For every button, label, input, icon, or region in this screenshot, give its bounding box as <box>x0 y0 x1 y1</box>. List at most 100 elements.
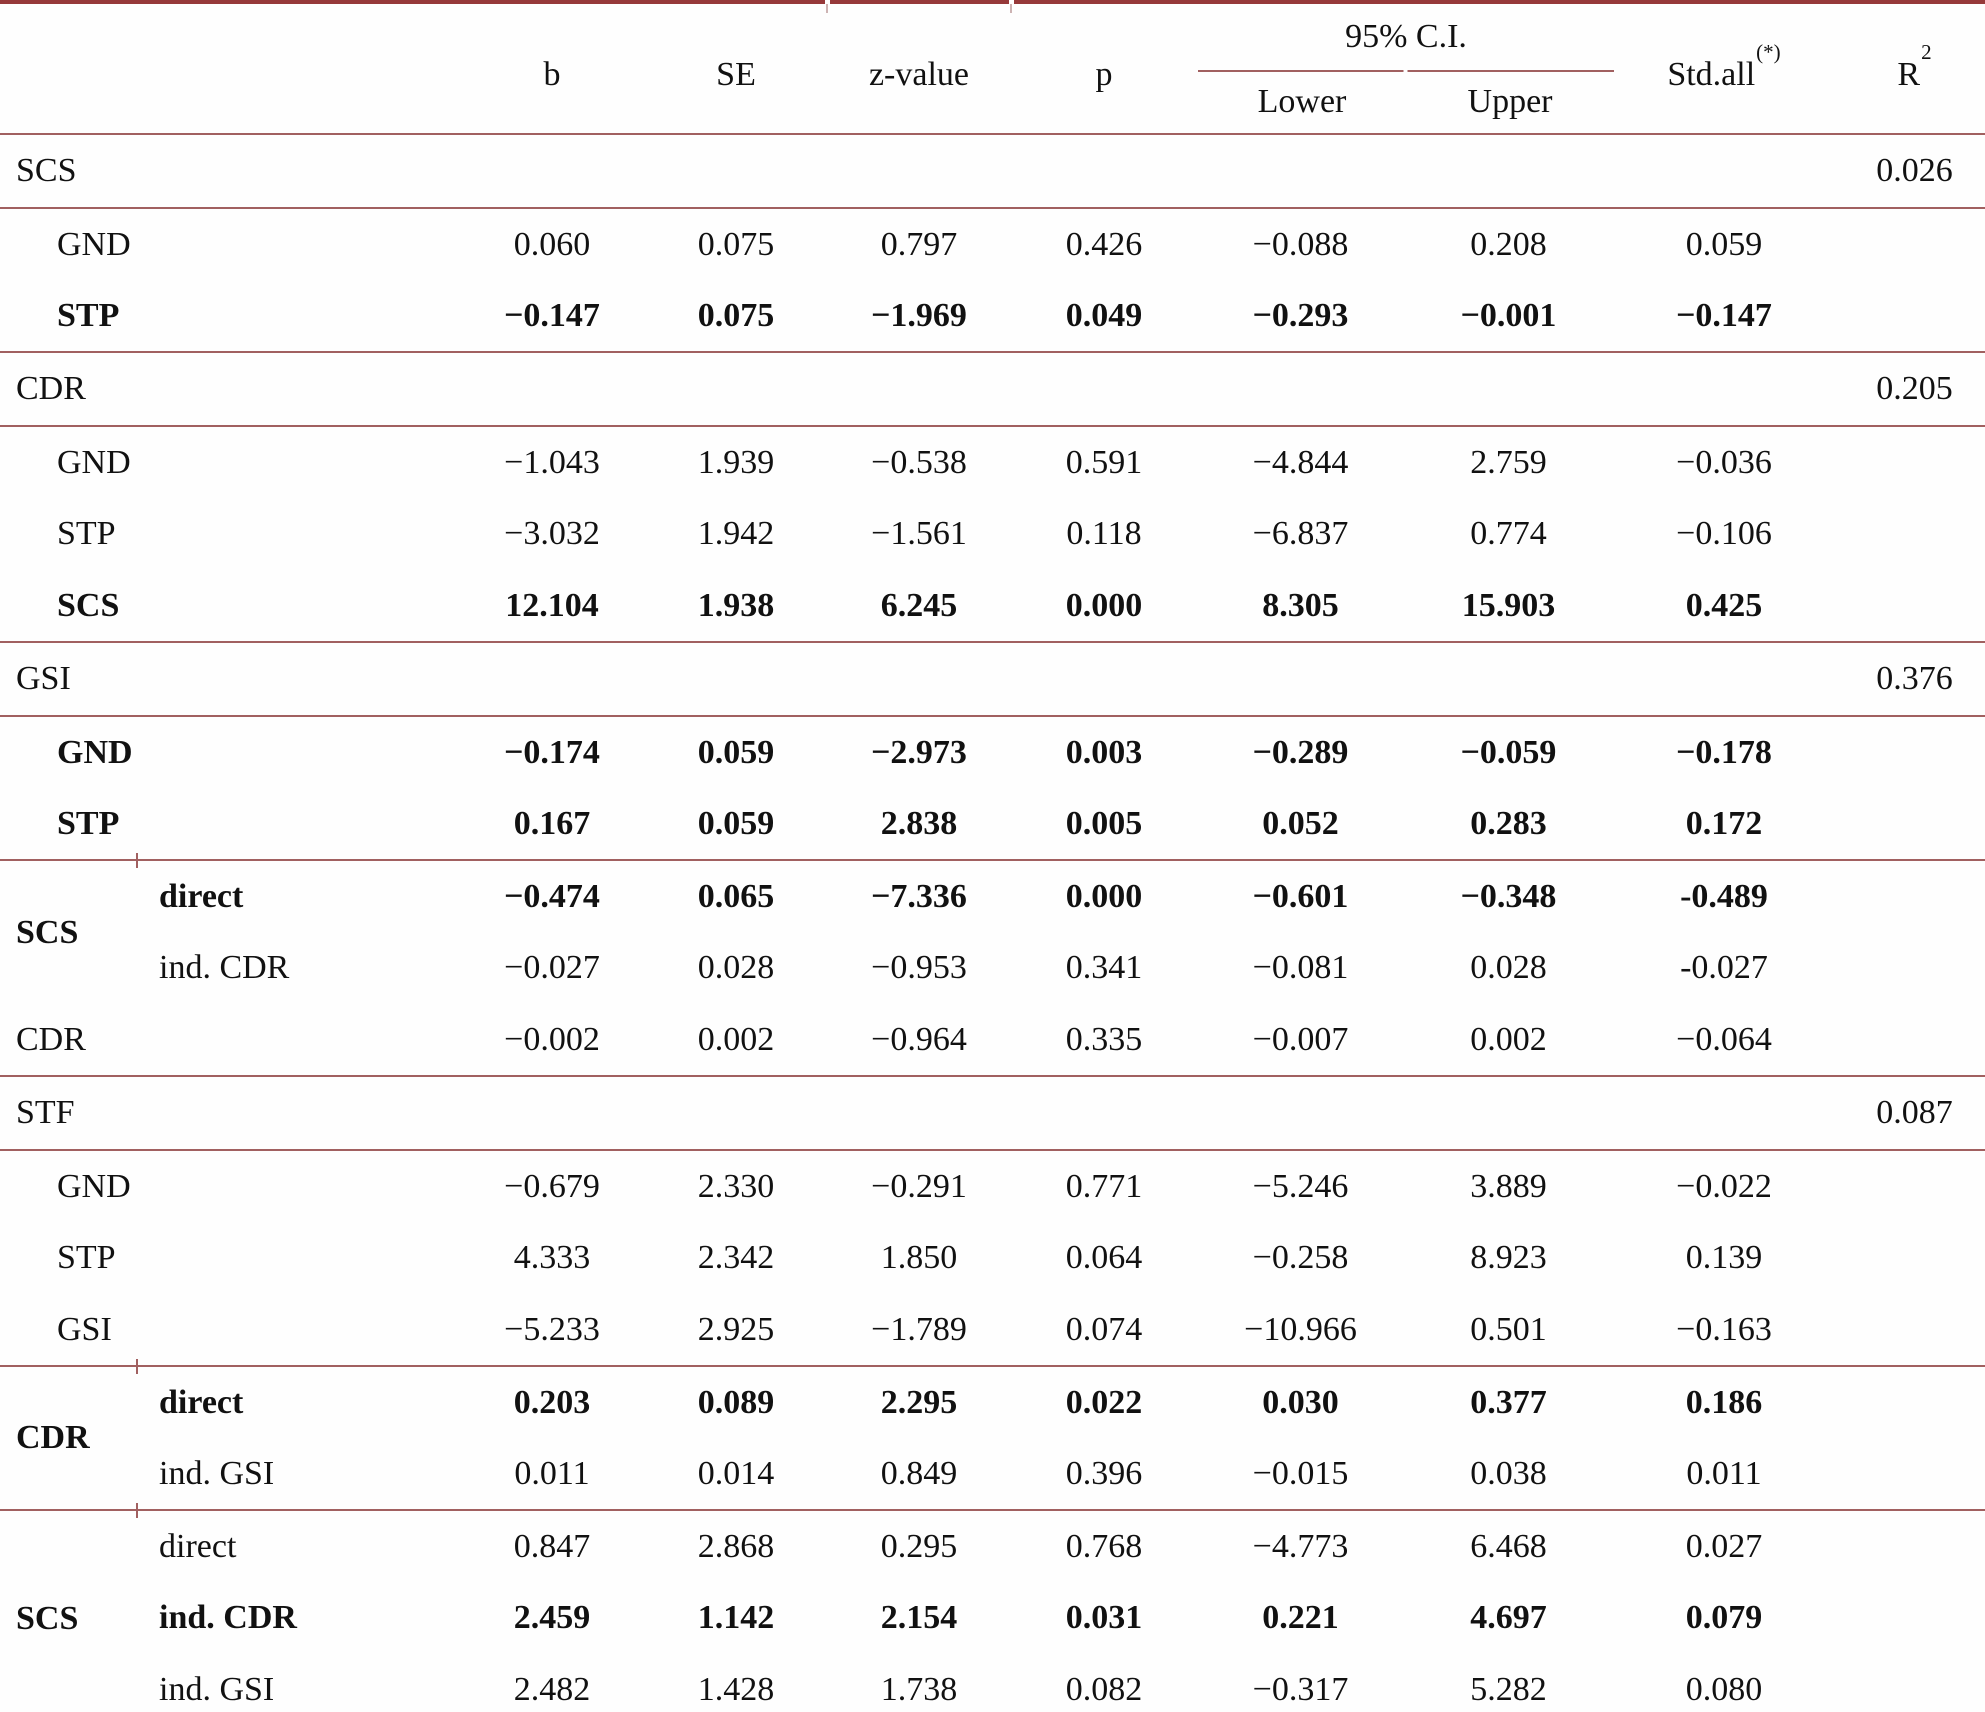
cell-value: −0.348 <box>1403 859 1614 932</box>
sub-label: direct <box>150 1509 460 1582</box>
cell-value: −0.015 <box>1252 1454 1349 1492</box>
table-row: STP 4.333 2.342 1.850 0.064 −0.258 8.923 0.139 <box>0 1222 1985 1294</box>
empty-cell <box>1198 133 1403 209</box>
cell-value: 1.942 <box>697 515 775 552</box>
cell-value: 0.064 <box>1065 1239 1143 1276</box>
sub-label: ind. CDR <box>159 1599 297 1636</box>
cell-value: 0.341 <box>1065 949 1143 986</box>
cell-value: 0.028 <box>697 949 775 986</box>
empty-cell <box>1820 1294 1985 1366</box>
cell-value: 1.142 <box>697 1599 775 1636</box>
empty-cell <box>1614 641 1820 717</box>
empty-cell <box>828 641 1010 717</box>
cell-value: −0.163 <box>1676 1310 1772 1348</box>
cell-value: −7.336 <box>828 859 1010 932</box>
table-body: SCS 0.026 GND 0.060 0.075 0.797 0.426 −0.088 0.2… <box>0 133 1985 1712</box>
empty-cell <box>1820 1150 1985 1222</box>
cell-value: −0.147 <box>504 296 600 334</box>
stdall-superscript: (*) <box>1756 40 1781 65</box>
empty-cell <box>1820 1582 1985 1654</box>
empty-cell <box>1820 716 1985 788</box>
cell-value: 0.221 <box>1262 1599 1339 1636</box>
empty-cell <box>1403 641 1614 717</box>
cell-value: 0.186 <box>1614 1365 1820 1438</box>
row-label: GND <box>57 225 131 263</box>
cell-value: 0.060 <box>513 225 591 263</box>
cell-value: 0.501 <box>1470 1310 1547 1348</box>
cell-value: 1.850 <box>880 1239 958 1276</box>
cell-value: −1.789 <box>871 1310 967 1348</box>
section-row: STF 0.087 <box>0 1075 1985 1151</box>
cell-value: 0.059 <box>697 733 775 771</box>
empty-cell <box>1820 570 1985 642</box>
table-row: ind. CDR −0.027 0.028 −0.953 0.341 −0.081 0.02… <box>0 932 1985 1004</box>
cell-value: 4.333 <box>513 1239 591 1276</box>
empty-cell <box>644 133 828 209</box>
cell-value: 15.903 <box>1461 586 1556 624</box>
cell-value: −0.059 <box>1460 733 1557 771</box>
empty-cell <box>460 133 644 209</box>
cell-value: 0.082 <box>1065 1671 1143 1708</box>
cell-value: 1.939 <box>697 443 775 481</box>
table-top-border <box>0 0 1985 13</box>
cell-value: 0.167 <box>513 804 591 842</box>
cell-value: 4.697 <box>1470 1599 1547 1636</box>
cell-value: 0.774 <box>1470 515 1547 552</box>
cell-value: 1.738 <box>880 1671 958 1708</box>
section-label: SCS <box>0 133 460 209</box>
cell-value: −0.953 <box>871 949 967 986</box>
cell-value: −0.258 <box>1252 1239 1349 1276</box>
header-row: b SE z-value p 95% C.I. Lower Upper Std.… <box>0 4 1985 135</box>
cell-value: 6.468 <box>1403 1509 1614 1582</box>
r2-value: 0.087 <box>1820 1075 1985 1151</box>
cell-value: −4.844 <box>1252 443 1349 481</box>
empty-cell <box>1614 133 1820 209</box>
section-label: GSI <box>0 641 460 717</box>
col-header-ci: 95% C.I. Lower Upper <box>1198 4 1614 135</box>
cell-value: 0.295 <box>828 1509 1010 1582</box>
cell-value: 0.075 <box>697 225 775 263</box>
cell-value: 0.031 <box>1065 1599 1143 1636</box>
group-label: SCS <box>0 854 150 1004</box>
cell-value: −1.969 <box>871 296 967 334</box>
stdall-label: Std.all <box>1667 55 1756 93</box>
table-row: GND −0.679 2.330 −0.291 0.771 −5.246 3.889 −0.0… <box>0 1150 1985 1222</box>
cell-value: 0.002 <box>697 1020 775 1058</box>
cell-value: −0.317 <box>1252 1671 1349 1708</box>
cell-value: 0.027 <box>1614 1509 1820 1582</box>
row-label: STP <box>57 296 120 334</box>
row-label: SCS <box>57 586 120 624</box>
cell-value: 0.079 <box>1685 1599 1763 1636</box>
cell-value: 3.889 <box>1470 1167 1547 1205</box>
r2-value: 0.205 <box>1820 351 1985 427</box>
table-row: GND −0.174 0.059 −2.973 0.003 −0.289 −0.059 −0.… <box>0 716 1985 788</box>
cell-value: 2.295 <box>828 1365 1010 1438</box>
cell-value: 0.591 <box>1065 443 1143 481</box>
cell-value: −5.233 <box>504 1310 600 1348</box>
col-header-p: p <box>1010 4 1198 135</box>
cell-value: 0.849 <box>880 1454 958 1492</box>
empty-cell <box>828 351 1010 427</box>
top-border-gap <box>1009 0 1014 4</box>
col-header-r2: R2 <box>1820 4 1985 135</box>
cell-value: 0.022 <box>1010 1365 1198 1438</box>
table-row: GND −1.043 1.939 −0.538 0.591 −4.844 2.759 −0.0… <box>0 426 1985 498</box>
cell-value: 0.028 <box>1470 949 1547 986</box>
cell-value: −0.964 <box>871 1020 967 1058</box>
table-row: ind. GSI 2.482 1.428 1.738 0.082 −0.317 5.282 0… <box>0 1654 1985 1712</box>
cell-value: 0.203 <box>460 1365 644 1438</box>
empty-cell <box>1820 932 1985 1004</box>
row-label: GSI <box>57 1310 112 1348</box>
empty-cell <box>1820 1654 1985 1712</box>
row-label: STP <box>57 1239 116 1276</box>
table-row: CDR −0.002 0.002 −0.964 0.335 −0.007 0.002 −0.0… <box>0 1004 1985 1076</box>
cell-value: 6.245 <box>880 586 958 624</box>
cell-value: 0.797 <box>880 225 958 263</box>
empty-cell <box>460 351 644 427</box>
cell-value: 0.426 <box>1065 225 1143 263</box>
col-header-stdall: Std.all(*) <box>1614 4 1820 135</box>
empty-cell <box>1614 351 1820 427</box>
cell-value: 2.482 <box>513 1671 591 1708</box>
cell-value: −10.966 <box>1244 1310 1357 1348</box>
table-row: STP −0.147 0.075 −1.969 0.049 −0.293 −0.001 −0.… <box>0 280 1985 352</box>
